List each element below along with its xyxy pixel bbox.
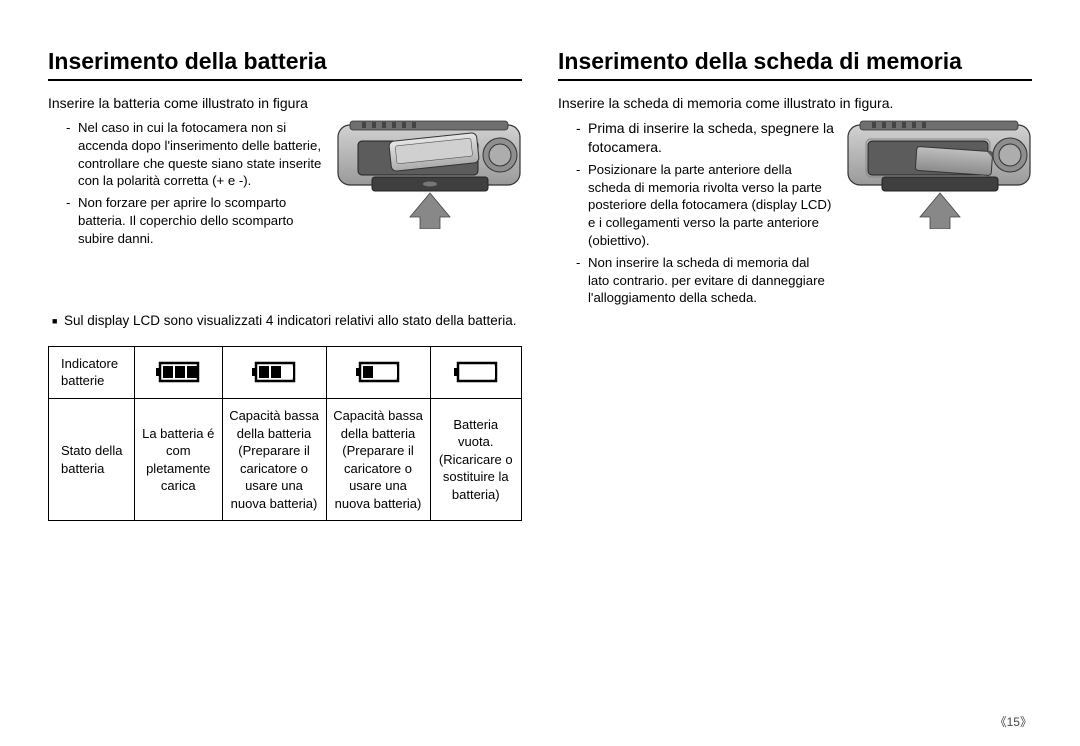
left-heading: Inserimento della batteria [48,48,522,81]
dash-icon: - [576,254,588,307]
left-intro: Inserire la batteria come illustrato in … [48,95,522,111]
dash-icon: - [66,194,78,247]
left-bullets: - Nel caso in cui la fotocamera non si a… [48,119,324,252]
table-status-cell: La batteria é com pletamente carica [135,399,223,521]
bullet-item: - Posizionare la parte anteriore della s… [558,161,834,250]
camera-battery-illustration [336,119,522,229]
table-row2-label: Stato della batteria [49,399,135,521]
table-status-cell: Capacità bassa della batteria (Preparare… [222,399,326,521]
left-column: Inserimento della batteria Inserire la b… [48,48,522,521]
battery-status-table: Indicatore batterie Stato della batteria… [48,346,522,521]
bullet-item: - Prima di inserire la scheda, spegnere … [558,119,834,157]
square-bullet-icon: ■ [52,312,64,330]
lcd-note: ■ Sul display LCD sono visualizzati 4 in… [48,312,522,330]
table-status-cell: Batteria vuota. (Ricaricare o sostituire… [430,399,522,521]
battery-icon-cell [326,346,430,398]
right-intro: Inserire la scheda di memoria come illus… [558,95,1032,111]
right-heading: Inserimento della scheda di memoria [558,48,1032,81]
battery-icon-cell [135,346,223,398]
bullet-item: - Nel caso in cui la fotocamera non si a… [48,119,324,190]
dash-icon: - [576,119,588,157]
battery-icon-cell [430,346,522,398]
right-bullets: - Prima di inserire la scheda, spegnere … [558,119,834,311]
dash-icon: - [66,119,78,190]
camera-memorycard-illustration [846,119,1032,229]
bullet-item: - Non forzare per aprire lo scomparto ba… [48,194,324,247]
battery-icon-cell [222,346,326,398]
right-column: Inserimento della scheda di memoria Inse… [558,48,1032,521]
bullet-item: - Non inserire la scheda di memoria dal … [558,254,834,307]
table-status-cell: Capacità bassa della batteria (Preparare… [326,399,430,521]
page-number: 15 [995,713,1032,730]
table-row1-label: Indicatore batterie [49,346,135,398]
dash-icon: - [576,161,588,250]
